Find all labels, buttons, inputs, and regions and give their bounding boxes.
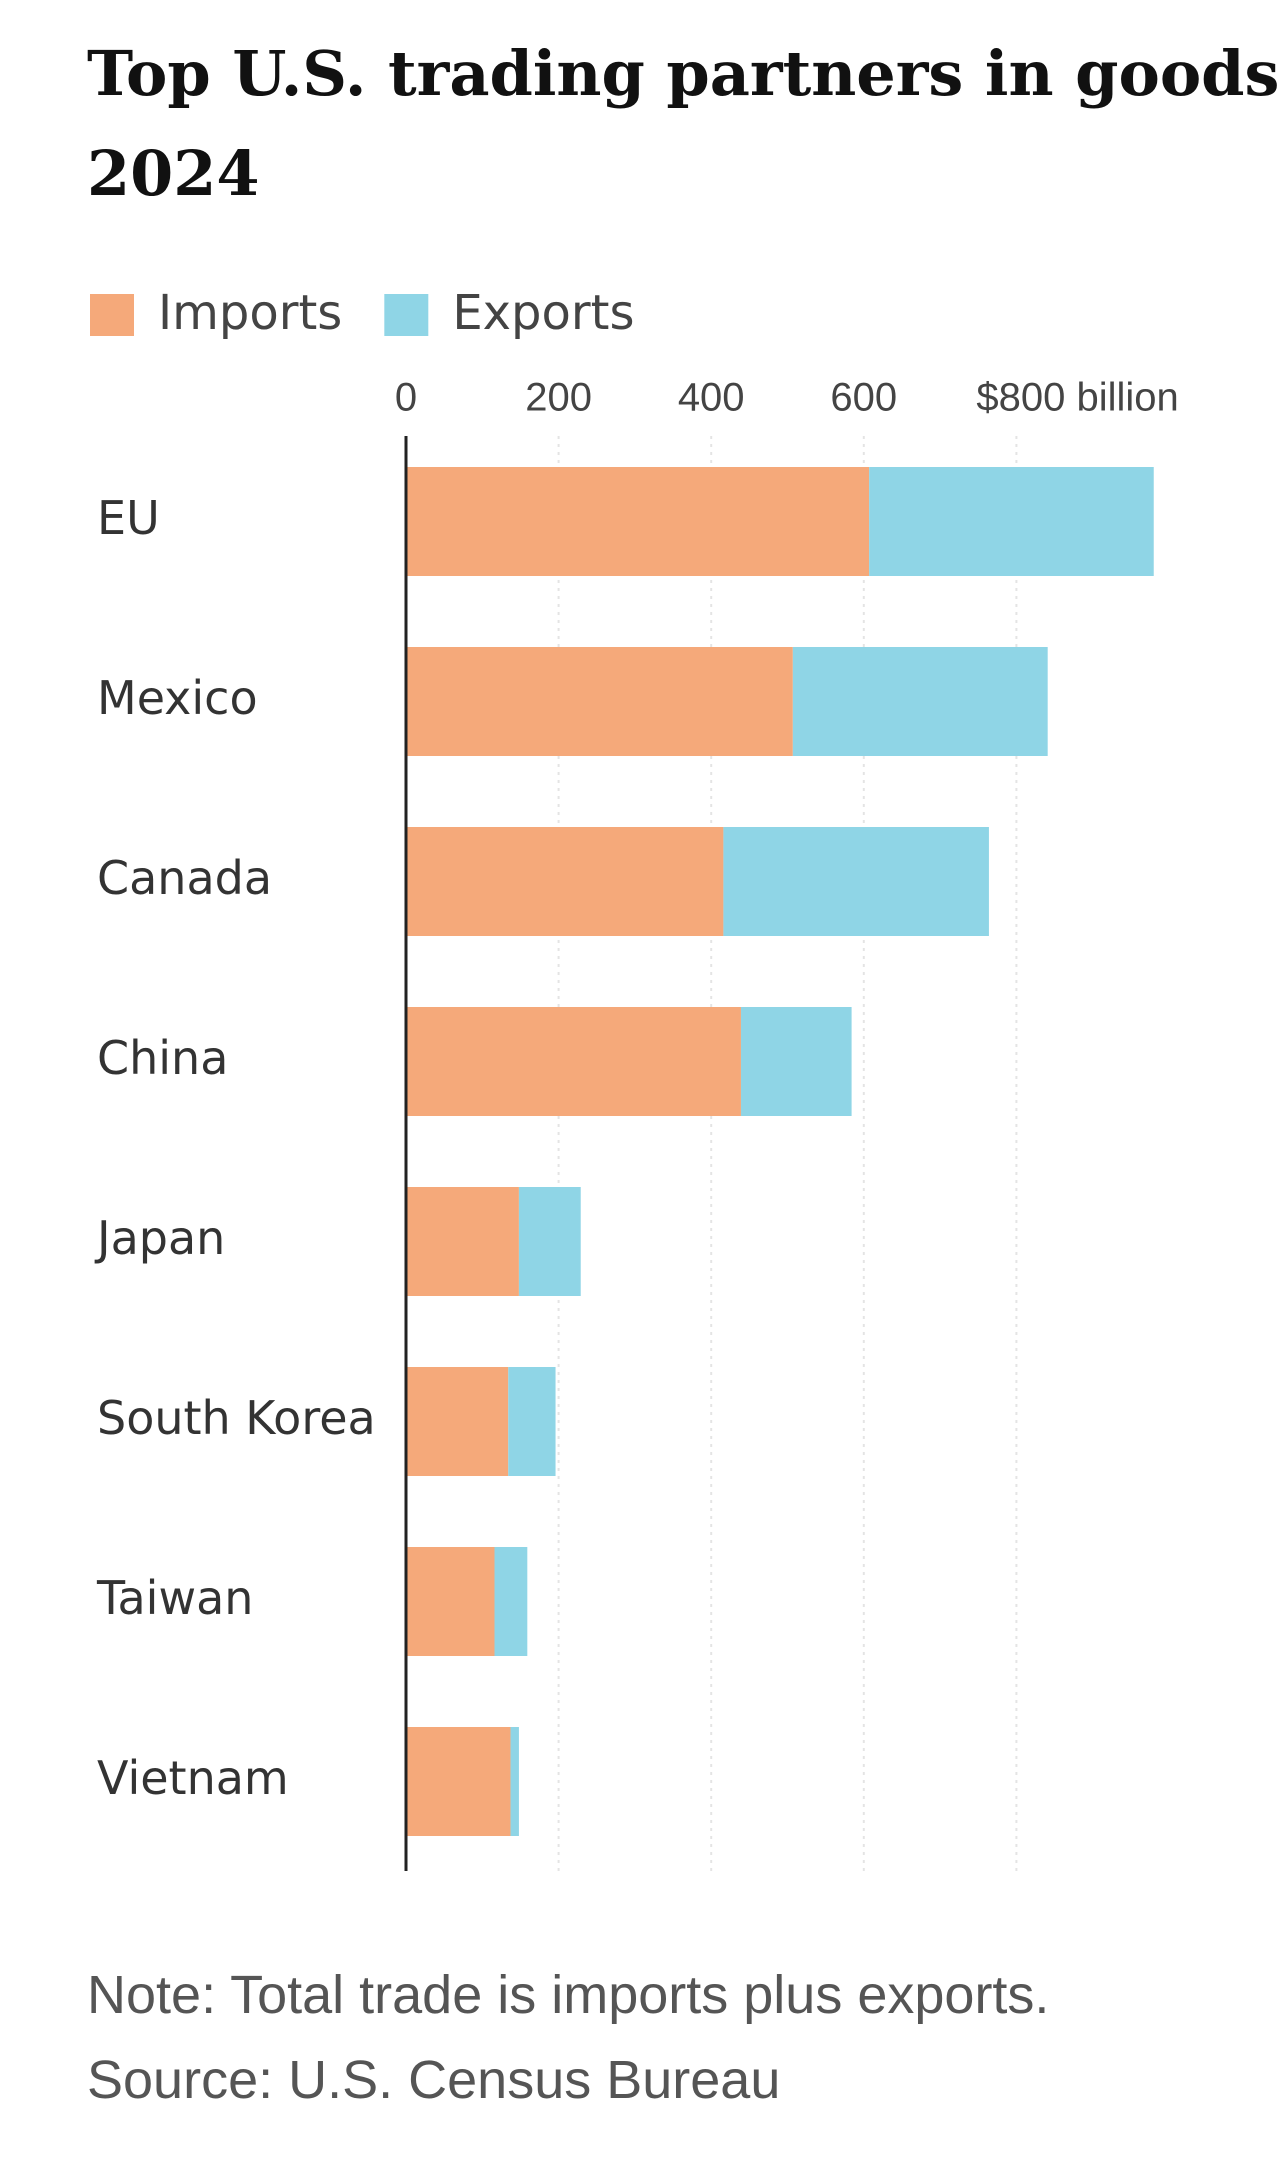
bar-segment: [510, 1727, 519, 1836]
note: Note: Total trade is imports plus export…: [87, 1965, 1049, 2025]
bar-segment: [792, 647, 1048, 756]
category-label: Japan: [94, 1211, 225, 1265]
bar-segment: [406, 647, 793, 756]
bar-segment: [406, 467, 870, 576]
legend-swatch: [384, 294, 429, 336]
x-tick-label: 0: [395, 376, 417, 420]
x-tick-label: 600: [830, 376, 897, 420]
bar-segment: [406, 1367, 509, 1476]
bar-segment: [723, 827, 989, 936]
legend-label: Imports: [158, 285, 342, 341]
bar-segment: [508, 1367, 556, 1476]
bar-segment: [406, 1007, 741, 1116]
x-tick-label: $800 billion: [976, 376, 1178, 420]
bar-segment: [406, 1547, 495, 1656]
bar-segment: [518, 1187, 581, 1296]
bar-segment: [740, 1007, 852, 1116]
bar-segment: [494, 1547, 528, 1656]
category-label: Canada: [97, 851, 272, 905]
category-label: Vietnam: [97, 1751, 289, 1805]
category-label: Taiwan: [96, 1571, 253, 1625]
chart-title: 2024: [87, 137, 260, 210]
legend-swatch: [90, 294, 134, 336]
bar-segment: [406, 1727, 511, 1836]
source: Source: U.S. Census Bureau: [87, 2050, 780, 2110]
bar-segment: [406, 1187, 519, 1296]
bar-segment: [869, 467, 1154, 576]
category-label: Mexico: [97, 671, 258, 725]
x-tick-label: 400: [678, 376, 745, 420]
category-label: China: [97, 1031, 228, 1085]
category-label: EU: [97, 491, 160, 545]
x-tick-label: 200: [525, 376, 592, 420]
legend-label: Exports: [452, 285, 634, 341]
chart-title: Top U.S. trading partners in goods,: [87, 37, 1280, 110]
bar-segment: [406, 827, 724, 936]
category-label: South Korea: [97, 1391, 376, 1445]
